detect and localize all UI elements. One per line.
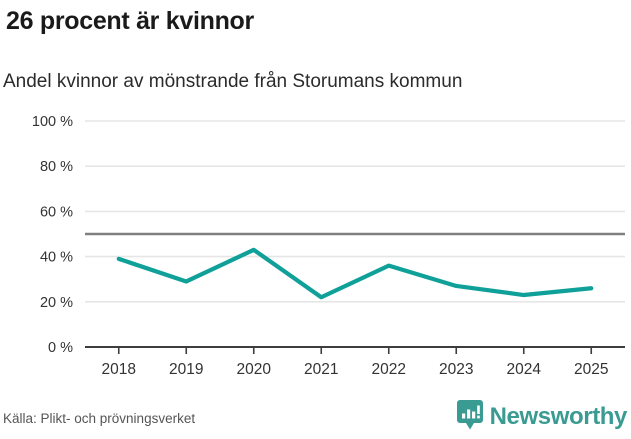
y-axis-labels-group: 0 % 20 % 40 % 60 % 80 % 100 %	[32, 114, 73, 356]
x-axis-tick-label: 2025	[574, 361, 608, 378]
x-axis-tick-label: 2020	[237, 361, 272, 378]
chart-subtitle: Andel kvinnor av mönstrande från Storuma…	[3, 71, 463, 92]
y-axis-tick-label: 60 %	[40, 204, 73, 220]
x-axis-tick-label: 2022	[372, 361, 406, 378]
chart-footer: Källa: Plikt- och prövningsverket Newswo…	[0, 395, 631, 439]
brand-logo[interactable]: Newsworthy	[456, 399, 628, 435]
page-title: 26 procent är kvinnor	[6, 7, 254, 35]
plot-area: 0 % 20 % 40 % 60 % 80 % 100 % 2018 2019 2020 202…	[0, 105, 631, 390]
brand-name: Newsworthy	[489, 403, 628, 430]
x-axis-tick-label: 2023	[439, 361, 473, 378]
data-line	[116, 247, 594, 300]
x-axis-tick-label: 2021	[304, 361, 338, 378]
newsworthy-pin-chart-icon	[456, 399, 483, 435]
x-axis-tick-label: 2018	[102, 361, 136, 378]
source-note: Källa: Plikt- och prövningsverket	[3, 411, 196, 426]
y-axis-tick-label: 40 %	[40, 250, 73, 266]
x-axis-tick-label: 2024	[507, 361, 542, 378]
x-axis-group	[85, 346, 625, 354]
y-axis-tick-label: 0 %	[48, 340, 73, 356]
x-axis-labels-group: 2018 2019 2020 2021 2022 2023 2024 2025	[102, 361, 609, 378]
x-axis-tick-label: 2019	[169, 361, 203, 378]
data-series-group	[116, 247, 594, 300]
y-axis-tick-label: 20 %	[40, 295, 73, 311]
y-axis-tick-label: 100 %	[32, 114, 73, 130]
line-chart-svg: 0 % 20 % 40 % 60 % 80 % 100 % 2018 2019 2020 202…	[32, 114, 625, 378]
y-axis-tick-label: 80 %	[40, 159, 73, 175]
